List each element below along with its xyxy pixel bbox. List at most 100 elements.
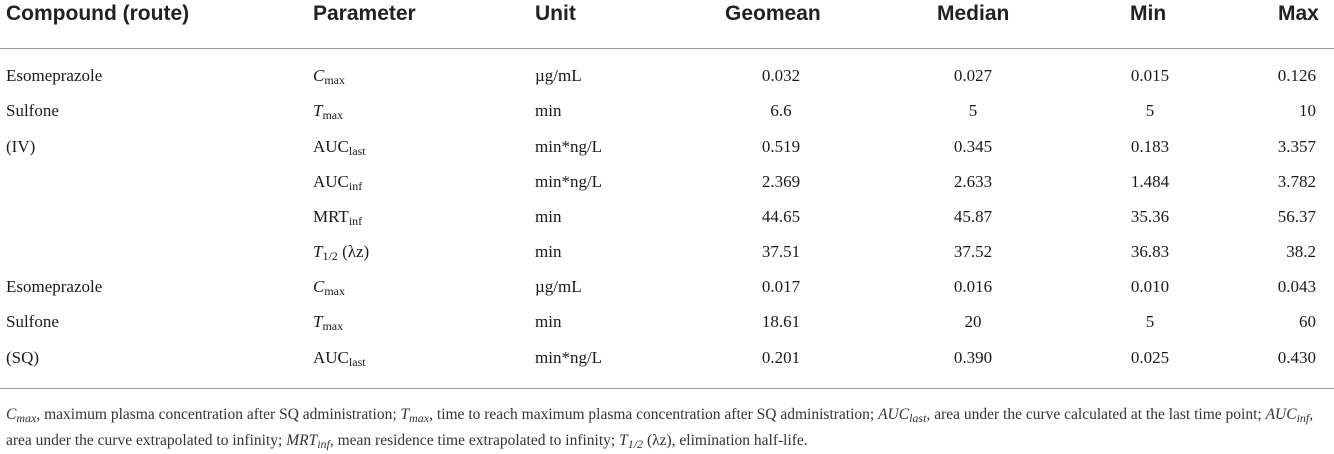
footnote-abbreviation: MRTinf bbox=[286, 432, 330, 451]
cell-geomean: 0.201 bbox=[761, 348, 801, 367]
cell-min: 5 bbox=[1145, 312, 1155, 331]
cell-unit: min*ng/L bbox=[535, 348, 603, 367]
footnote-definition: , time to reach maximum plasma concentra… bbox=[429, 406, 879, 423]
cell-compound: (SQ) bbox=[6, 348, 40, 367]
cell-min: 0.015 bbox=[1130, 66, 1170, 85]
cell-max: 0.043 bbox=[1277, 277, 1316, 296]
cell-unit: µg/mL bbox=[535, 66, 582, 85]
parameter-symbol: T bbox=[313, 101, 323, 120]
cell-max: 0.430 bbox=[1277, 348, 1316, 367]
cell-max: 38.2 bbox=[1286, 242, 1316, 261]
footnote-definition: , area under the curve calculated at the… bbox=[926, 406, 1266, 423]
footnote-definition: , maximum plasma concentration after SQ … bbox=[36, 406, 401, 423]
header-parameter: Parameter bbox=[313, 2, 416, 25]
cell-unit: min bbox=[535, 101, 562, 120]
cell-median: 45.87 bbox=[953, 207, 993, 226]
table-row: Sulfone Tmax min 18.61 20 5 60 bbox=[0, 312, 1334, 347]
cell-median: 2.633 bbox=[953, 172, 993, 191]
cell-geomean: 0.032 bbox=[761, 66, 801, 85]
cell-parameter: Cmax bbox=[313, 66, 345, 86]
cell-geomean: 0.017 bbox=[761, 277, 801, 296]
cell-geomean: 37.51 bbox=[761, 242, 801, 261]
header-max: Max bbox=[1278, 2, 1319, 25]
table-header: Compound (route) Parameter Unit Geomean … bbox=[0, 0, 1334, 32]
parameter-symbol: T bbox=[313, 242, 323, 261]
header-median: Median bbox=[937, 2, 1010, 25]
cell-geomean: 18.61 bbox=[761, 312, 801, 331]
parameter-symbol: AUC bbox=[313, 348, 349, 367]
cell-median: 0.390 bbox=[953, 348, 993, 367]
cell-max: 10 bbox=[1299, 101, 1316, 120]
cell-max: 0.126 bbox=[1277, 66, 1316, 85]
cell-parameter: Tmax bbox=[313, 101, 343, 121]
cell-min: 36.83 bbox=[1130, 242, 1170, 261]
footnote-definition: (λz), elimination half-life. bbox=[643, 432, 808, 449]
cell-geomean: 2.369 bbox=[761, 172, 801, 191]
cell-parameter: Cmax bbox=[313, 277, 345, 297]
cell-max: 56.37 bbox=[1277, 207, 1316, 226]
cell-median: 5 bbox=[968, 101, 978, 120]
table-bottom-divider bbox=[0, 388, 1334, 389]
parameter-symbol: C bbox=[313, 277, 325, 296]
parameter-subscript: max bbox=[322, 108, 344, 122]
parameter-symbol: T bbox=[313, 312, 323, 331]
table-row: Esomeprazole Cmax µg/mL 0.032 0.027 0.015 0.12… bbox=[0, 66, 1334, 101]
cell-min: 5 bbox=[1145, 101, 1155, 120]
footnote-abbreviation: AUCinf bbox=[1265, 406, 1310, 425]
parameter-symbol: AUC bbox=[313, 172, 349, 191]
cell-parameter: MRTinf bbox=[313, 207, 362, 227]
cell-compound: Sulfone bbox=[6, 101, 59, 120]
parameter-symbol: AUC bbox=[313, 137, 349, 156]
cell-parameter: Tmax bbox=[313, 312, 343, 332]
parameter-symbol: MRT bbox=[313, 207, 349, 226]
header-unit: Unit bbox=[535, 2, 576, 25]
cell-parameter: T1/2 (λz) bbox=[313, 242, 369, 262]
table-row: Esomeprazole Cmax µg/mL 0.017 0.016 0.010 0.04… bbox=[0, 277, 1334, 312]
footnote-definition: , area under the curve extrapolated to i… bbox=[6, 406, 1314, 449]
header-compound: Compound (route) bbox=[6, 2, 190, 25]
cell-unit: µg/mL bbox=[535, 277, 582, 296]
parameter-subscript: last bbox=[348, 355, 366, 369]
cell-compound: (IV) bbox=[6, 137, 36, 156]
cell-max: 60 bbox=[1299, 312, 1316, 331]
cell-min: 0.183 bbox=[1130, 137, 1170, 156]
cell-compound: Esomeprazole bbox=[6, 66, 103, 85]
cell-min: 35.36 bbox=[1130, 207, 1170, 226]
footnote-abbreviation: T1/2 bbox=[619, 432, 644, 451]
parameter-subscript: max bbox=[324, 73, 346, 87]
table-row: T1/2 (λz) min 37.51 37.52 36.83 38.2 bbox=[0, 242, 1334, 277]
cell-min: 1.484 bbox=[1130, 172, 1170, 191]
cell-geomean: 6.6 bbox=[770, 101, 792, 120]
parameter-subscript: inf bbox=[348, 179, 363, 193]
cell-min: 0.010 bbox=[1130, 277, 1170, 296]
parameter-subscript: last bbox=[348, 144, 366, 158]
parameter-subscript: max bbox=[324, 284, 346, 298]
table-footnote: Cmax, maximum plasma concentration after… bbox=[6, 402, 1326, 454]
cell-unit: min bbox=[535, 312, 562, 331]
cell-median: 0.345 bbox=[953, 137, 993, 156]
table-row: MRTinf min 44.65 45.87 35.36 56.37 bbox=[0, 207, 1334, 242]
cell-unit: min*ng/L bbox=[535, 172, 603, 191]
parameter-suffix: (λz) bbox=[337, 242, 370, 261]
cell-parameter: AUClast bbox=[313, 348, 366, 368]
cell-geomean: 44.65 bbox=[761, 207, 801, 226]
cell-compound: Esomeprazole bbox=[6, 277, 103, 296]
cell-unit: min bbox=[535, 207, 562, 226]
cell-parameter: AUCinf bbox=[313, 172, 362, 192]
header-geomean: Geomean bbox=[725, 2, 821, 25]
cell-compound: Sulfone bbox=[6, 312, 59, 331]
cell-max: 3.357 bbox=[1277, 137, 1316, 156]
cell-unit: min*ng/L bbox=[535, 137, 603, 156]
parameter-subscript: inf bbox=[348, 214, 363, 228]
footnote-abbreviation: Cmax bbox=[6, 406, 37, 425]
table-row: (SQ) AUClast min*ng/L 0.201 0.390 0.025 0.430 bbox=[0, 348, 1334, 383]
footnote-definition: , mean residence time extrapolated to in… bbox=[329, 432, 620, 449]
cell-median: 0.027 bbox=[953, 66, 993, 85]
header-divider bbox=[0, 48, 1334, 49]
footnote-abbreviation: Tmax bbox=[400, 406, 430, 425]
cell-median: 20 bbox=[964, 312, 982, 331]
cell-unit: min bbox=[535, 242, 562, 261]
table-row: Sulfone Tmax min 6.6 5 5 10 bbox=[0, 101, 1334, 136]
cell-median: 0.016 bbox=[953, 277, 993, 296]
cell-parameter: AUClast bbox=[313, 137, 366, 157]
